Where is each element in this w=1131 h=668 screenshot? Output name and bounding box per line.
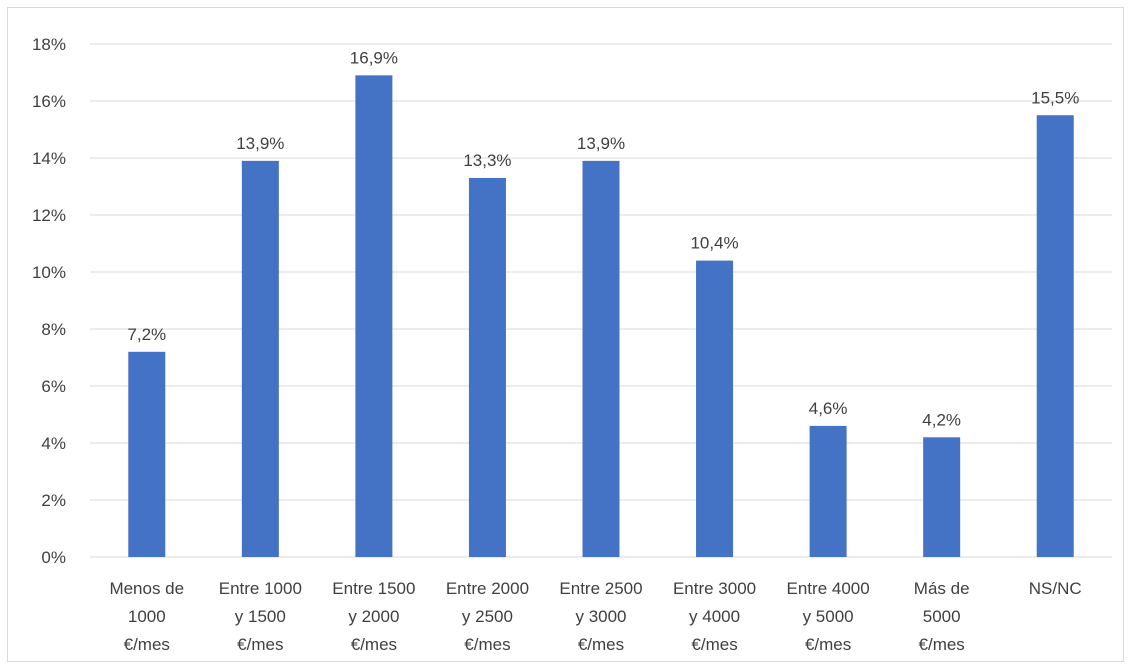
bar xyxy=(582,160,620,557)
bar xyxy=(128,351,166,557)
category-label: Entre 1500 xyxy=(332,579,415,598)
data-label: 10,4% xyxy=(690,234,738,253)
category-label: €/mes xyxy=(919,635,965,654)
y-axis-ticks: 0% 2% 4% 6% 8% 10% 12% 14% 16% 18% xyxy=(32,35,66,567)
data-label: 4,6% xyxy=(809,399,848,418)
data-label: 16,9% xyxy=(350,48,398,67)
category-label: €/mes xyxy=(351,635,397,654)
category-label: Entre 3000 xyxy=(673,579,756,598)
category-label: €/mes xyxy=(237,635,283,654)
category-label: y 3000 xyxy=(575,607,626,626)
category-label: Entre 2500 xyxy=(559,579,642,598)
y-tick-label: 18% xyxy=(32,35,66,54)
category-label: €/mes xyxy=(578,635,624,654)
data-label: 13,3% xyxy=(463,151,511,170)
category-label: €/mes xyxy=(691,635,737,654)
category-label: y 2000 xyxy=(348,607,399,626)
category-label: y 5000 xyxy=(803,607,854,626)
y-tick-label: 10% xyxy=(32,263,66,282)
category-label: 1000 xyxy=(128,607,166,626)
category-labels: Menos de 1000 €/mes Entre 1000 y 1500 €/mes En… xyxy=(109,579,1081,654)
data-label: 15,5% xyxy=(1031,88,1079,107)
y-tick-label: 0% xyxy=(41,548,66,567)
y-tick-label: 6% xyxy=(41,377,66,396)
category-label: y 1500 xyxy=(235,607,286,626)
category-label: €/mes xyxy=(805,635,851,654)
category-label: Entre 2000 xyxy=(446,579,529,598)
category-label: 5000 xyxy=(923,607,961,626)
bar xyxy=(355,75,393,557)
category-label: Entre 1000 xyxy=(219,579,302,598)
bar xyxy=(809,425,847,557)
y-tick-label: 8% xyxy=(41,320,66,339)
y-tick-label: 16% xyxy=(32,92,66,111)
data-label: 7,2% xyxy=(127,325,166,344)
y-tick-label: 4% xyxy=(41,434,66,453)
bar xyxy=(1036,115,1074,557)
y-tick-label: 14% xyxy=(32,149,66,168)
category-label: NS/NC xyxy=(1029,579,1082,598)
category-label: €/mes xyxy=(464,635,510,654)
y-tick-label: 12% xyxy=(32,206,66,225)
y-tick-label: 2% xyxy=(41,491,66,510)
data-label: 13,9% xyxy=(577,134,625,153)
data-label: 13,9% xyxy=(236,134,284,153)
bars xyxy=(128,75,1074,557)
data-labels: 7,2% 13,9% 16,9% 13,3% 13,9% 10,4% 4,6% 4,2% 15,… xyxy=(127,48,1079,429)
bar xyxy=(696,260,734,557)
category-label: €/mes xyxy=(124,635,170,654)
category-label: Menos de xyxy=(109,579,184,598)
bar xyxy=(241,160,279,557)
category-label: Más de xyxy=(914,579,970,598)
category-label: y 2500 xyxy=(462,607,513,626)
bar xyxy=(468,177,506,557)
data-label: 4,2% xyxy=(922,410,961,429)
bar xyxy=(923,437,961,557)
category-label: Entre 4000 xyxy=(787,579,870,598)
category-label: y 4000 xyxy=(689,607,740,626)
